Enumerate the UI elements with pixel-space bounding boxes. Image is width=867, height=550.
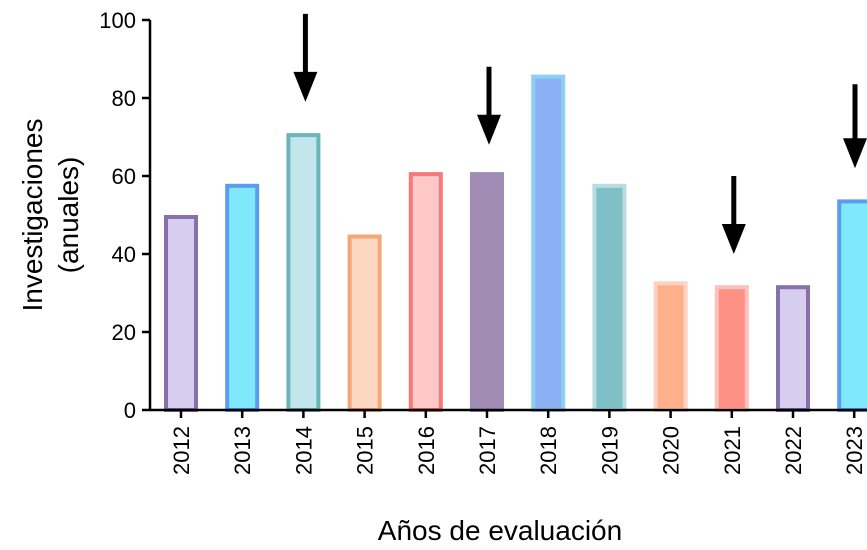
x-axis: 2012 2013 2014 2015 2016 2017 2018 2019 2020 2021… xyxy=(150,408,867,475)
bar-2014 xyxy=(286,133,321,412)
y-axis-title-line-2: (anuales) xyxy=(53,157,84,274)
y-tick-label: 0 xyxy=(124,398,136,423)
bar-2016 xyxy=(408,172,443,412)
arrow-2014 xyxy=(293,13,318,102)
x-tick-label: 2018 xyxy=(536,426,561,475)
arrows-group xyxy=(293,13,867,254)
bar-2022 xyxy=(776,285,810,413)
arrow-2023 xyxy=(843,84,867,169)
x-tick-label: 2013 xyxy=(230,426,255,475)
y-tick-label: 60 xyxy=(112,164,136,189)
x-tick-label: 2015 xyxy=(353,426,378,475)
y-tick-label: 40 xyxy=(112,242,136,267)
x-axis-title: Años de evaluación xyxy=(378,515,622,546)
x-tick-label: 2017 xyxy=(475,426,500,475)
y-tick-label: 80 xyxy=(112,86,136,111)
bar-2013 xyxy=(225,183,260,412)
bar-2018 xyxy=(531,74,566,412)
x-tick-label: 2023 xyxy=(842,426,867,475)
x-tick-label: 2012 xyxy=(169,426,194,475)
x-tick-label: 2014 xyxy=(291,426,316,475)
x-tick-label: 2019 xyxy=(597,426,622,475)
y-axis: 0 20 40 60 80 100 xyxy=(99,8,152,423)
x-tick-label: 2022 xyxy=(781,426,806,475)
bar-2023 xyxy=(837,199,867,412)
bar-2012 xyxy=(164,215,198,412)
bar-2019 xyxy=(592,183,627,412)
arrow-2017 xyxy=(477,66,501,145)
y-tick-label: 20 xyxy=(112,320,136,345)
x-tick-label: 2016 xyxy=(414,426,439,475)
bar-2020 xyxy=(653,281,688,412)
bar-2021 xyxy=(714,285,749,413)
y-axis-title-line-1: Investigaciones xyxy=(17,118,48,311)
x-tick-label: 2020 xyxy=(659,426,684,475)
bar-2017 xyxy=(470,172,504,412)
y-tick-label: 100 xyxy=(99,8,136,33)
x-tick-label: 2021 xyxy=(720,426,745,475)
arrow-2021 xyxy=(721,176,746,254)
bar-2015 xyxy=(347,234,382,412)
bars-group xyxy=(164,74,867,413)
